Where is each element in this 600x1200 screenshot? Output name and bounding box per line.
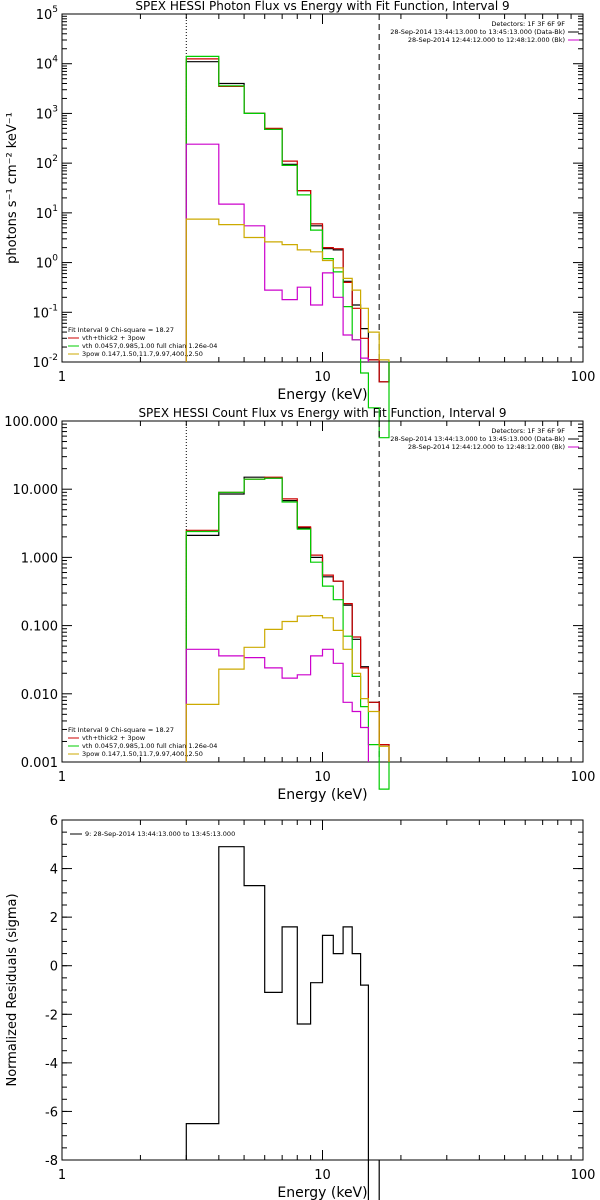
x-tick-label: 10	[314, 370, 331, 385]
spectrum-series	[185, 476, 390, 762]
x-tick-label: 100	[571, 370, 596, 385]
y-tick-label: 6	[50, 814, 58, 829]
chart-title: SPEX HESSI Photon Flux vs Energy with Fi…	[135, 0, 509, 13]
y-tick-label-exponent: 2	[52, 154, 58, 164]
y-tick-label: 1.000	[21, 551, 58, 566]
x-axis-label: Energy (keV)	[277, 787, 367, 803]
y-tick-label-base: 10	[36, 8, 53, 23]
legend-entry: Fit Interval 9 Chi-square = 18.27	[68, 326, 174, 334]
x-tick-label: 100	[571, 1168, 596, 1183]
spectrum-series	[185, 218, 390, 362]
legend-entry: Detectors: 1F 3F 6F 9F	[491, 427, 565, 435]
y-tick-label-base: 10	[36, 107, 53, 122]
y-tick-label: 10-1	[32, 303, 58, 321]
y-tick-label: 104	[36, 55, 59, 73]
x-tick-label: 10	[314, 1168, 331, 1183]
spectrum-series	[185, 61, 390, 383]
chart-title: SPEX HESSI Count Flux vs Energy with Fit…	[138, 406, 506, 420]
y-tick-label-base: 10	[32, 356, 49, 371]
legend-entry: 28-Sep-2014 13:44:13.000 to 13:45:13.000…	[390, 28, 565, 36]
y-tick-label: 105	[36, 5, 58, 23]
y-tick-label: -4	[45, 1057, 58, 1072]
x-tick-label: 10	[314, 770, 331, 785]
legend-entry: vth+thick2 + 3pow	[82, 734, 146, 742]
legend-entry: 3pow 0.147,1.50,11.7,9.97,400.,2.50	[82, 350, 203, 358]
y-tick-label-exponent: 5	[52, 5, 58, 15]
x-tick-label: 1	[58, 1168, 66, 1183]
y-tick-label: 103	[36, 104, 58, 122]
y-tick-label: -2	[45, 1008, 58, 1023]
x-tick-label: 1	[58, 370, 66, 385]
spectrum-series	[185, 55, 390, 439]
y-tick-label-exponent: 4	[52, 55, 58, 65]
y-tick-label-base: 10	[36, 157, 53, 172]
y-tick-label-exponent: 1	[52, 204, 58, 214]
spectrum-series	[185, 143, 369, 362]
y-tick-label: 0.001	[21, 756, 58, 771]
legend-entry: 28-Sep-2014 13:44:13.000 to 13:45:13.000…	[390, 435, 565, 443]
y-tick-label-base: 10	[36, 207, 53, 222]
y-tick-label-base: 10	[36, 257, 53, 272]
spectrum-series	[185, 477, 390, 790]
spectrum-series	[185, 476, 390, 762]
legend-entry: 28-Sep-2014 12:44:12.000 to 12:48:12.000…	[408, 36, 565, 44]
y-tick-label: 100.000	[4, 415, 58, 430]
x-axis-label: Energy (keV)	[277, 387, 367, 403]
legend-entry: 28-Sep-2014 12:44:12.000 to 12:48:12.000…	[408, 443, 565, 451]
y-tick-label: 10-2	[32, 353, 58, 371]
spectrum-series	[185, 58, 390, 383]
spectrum-series	[185, 846, 380, 1200]
y-tick-label: -6	[45, 1105, 58, 1120]
legend-entry: vth+thick2 + 3pow	[82, 334, 146, 342]
y-tick-label: 4	[50, 863, 58, 878]
legend-entry: Fit Interval 9 Chi-square = 18.27	[68, 726, 174, 734]
y-tick-label-base: 10	[32, 306, 49, 321]
y-tick-label: 100	[36, 254, 59, 272]
y-tick-label: -8	[45, 1154, 58, 1169]
y-tick-label: 102	[36, 154, 58, 172]
y-tick-label: 10.000	[13, 483, 59, 498]
x-tick-label: 1	[58, 770, 66, 785]
y-tick-label: 2	[50, 911, 58, 926]
y-tick-label: 0	[50, 960, 58, 975]
y-tick-label: 0.010	[21, 688, 58, 703]
y-tick-label-exponent: -2	[49, 353, 58, 363]
plot-frame	[61, 420, 584, 763]
y-tick-label-exponent: 0	[52, 254, 58, 264]
x-axis-label: Energy (keV)	[277, 1185, 367, 1200]
legend-entry: 9: 28-Sep-2014 13:44:13.000 to 13:45:13.…	[85, 830, 235, 838]
legend-entry: Detectors: 1F 3F 6F 9F	[491, 20, 565, 28]
y-tick-label: 101	[36, 204, 58, 222]
y-tick-label: 0.100	[21, 620, 58, 635]
y-axis-label: Normalized Residuals (sigma)	[5, 893, 20, 1086]
spectrum-series	[185, 615, 390, 762]
plot-frame	[61, 13, 584, 363]
y-axis-label: photons s⁻¹ cm⁻² keV⁻¹	[5, 112, 20, 264]
plot-frame	[61, 819, 584, 1161]
x-tick-label: 100	[571, 770, 596, 785]
legend-entry: vth 0.0457,0.985,1.00 full chian 1.26e-0…	[82, 742, 217, 750]
legend-entry: 3pow 0.147,1.50,11.7,9.97,400.,2.50	[82, 750, 203, 758]
legend-entry: vth 0.0457,0.985,1.00 full chian 1.26e-0…	[82, 342, 217, 350]
y-tick-label-exponent: -1	[49, 303, 58, 313]
y-tick-label-exponent: 3	[52, 104, 58, 114]
y-tick-label-base: 10	[36, 58, 53, 73]
